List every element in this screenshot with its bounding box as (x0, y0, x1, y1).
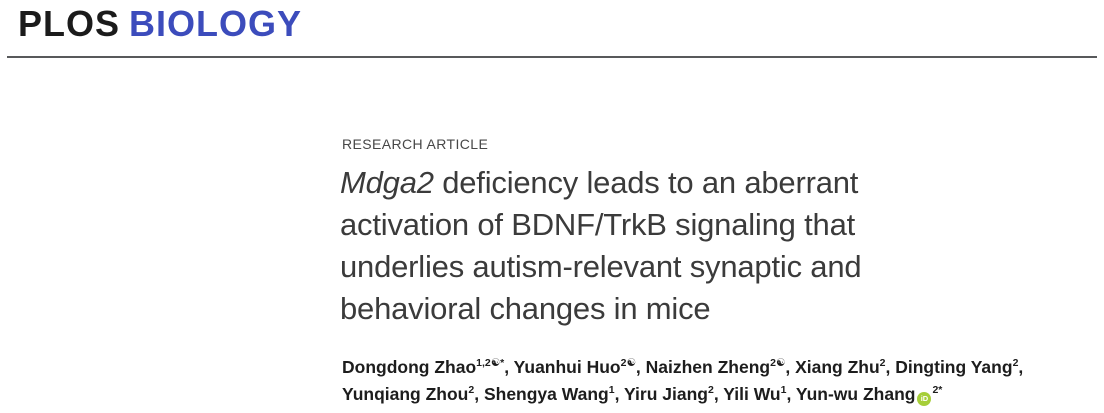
title-gene-name-italic: Mdga2 (340, 165, 434, 200)
author: Dingting Yang2, (895, 357, 1023, 377)
title-line-4: behavioral changes in mice (340, 291, 711, 326)
author-affiliation-superscript: 2☯ (770, 357, 786, 370)
author-list: Dongdong Zhao1,2☯*, Yuanhui Huo2☯, Naizh… (342, 354, 1062, 408)
article-type-label: RESEARCH ARTICLE (342, 136, 489, 152)
author-affiliation-superscript: 2 (1012, 357, 1019, 370)
author-name: Dongdong Zhao (342, 357, 477, 377)
article-title: Mdga2 deficiency leads to an aberrant ac… (340, 162, 1040, 330)
author-name: Naizhen Zheng (645, 357, 771, 377)
author-separator: , (474, 384, 484, 404)
author-line-2: Yunqiang Zhou2, Shengya Wang1, Yiru Jian… (342, 381, 1062, 408)
author-name: Yuanhui Huo (513, 357, 621, 377)
author-separator: , (504, 357, 514, 377)
author-affiliation-superscript: 1 (608, 384, 615, 397)
header-rule (7, 56, 1097, 58)
author-name: Yili Wu (723, 384, 781, 404)
author-separator: , (1018, 357, 1024, 377)
author: Dongdong Zhao1,2☯*, (342, 357, 514, 377)
journal-logo: PLOS BIOLOGY (18, 3, 302, 45)
author-name: Yun-wu Zhang (795, 384, 916, 404)
author-line-1: Dongdong Zhao1,2☯*, Yuanhui Huo2☯, Naizh… (342, 354, 1062, 381)
author-affiliation-superscript: 2* (932, 384, 943, 397)
journal-logo-plos: PLOS (18, 3, 121, 44)
author-name: Yiru Jiang (624, 384, 708, 404)
author-separator: , (785, 357, 796, 377)
author-affiliation-superscript: 2☯ (620, 357, 636, 370)
author-affiliation-superscript: 2 (707, 384, 714, 397)
author: Naizhen Zheng2☯, (646, 357, 795, 377)
author-name: Shengya Wang (483, 384, 609, 404)
author: Yili Wu1, (723, 384, 796, 404)
author-separator: , (786, 384, 796, 404)
author: Yun-wu Zhang iD2* (795, 384, 943, 406)
author-affiliation-superscript: 1,2☯* (476, 357, 505, 370)
author-name: Yunqiang Zhou (342, 384, 469, 404)
author: Xiang Zhu2, (795, 357, 895, 377)
author: Shengya Wang1, (484, 384, 624, 404)
author: Yunqiang Zhou2, (342, 384, 484, 404)
author-separator: , (614, 384, 625, 404)
author-name: Xiang Zhu (795, 357, 880, 377)
title-line-1: Mdga2 deficiency leads to an aberrant (340, 162, 1040, 204)
author-separator: , (635, 357, 646, 377)
title-line-2: activation of BDNF/TrkB signaling that (340, 207, 856, 242)
author-separator: , (713, 384, 724, 404)
author-affiliation-superscript: 2 (468, 384, 475, 397)
author-affiliation-superscript: 2 (879, 357, 886, 370)
author-name: Dingting Yang (895, 357, 1013, 377)
author-separator: , (885, 357, 896, 377)
author: Yiru Jiang2, (624, 384, 723, 404)
journal-logo-accent: BIOLOGY (129, 3, 303, 44)
title-line-1-rest: deficiency leads to an aberrant (433, 165, 859, 200)
author: Yuanhui Huo2☯, (514, 357, 646, 377)
title-line-3: underlies autism-relevant synaptic and (340, 249, 862, 284)
orcid-icon[interactable]: iD (917, 392, 932, 406)
author-affiliation-superscript: 1 (780, 384, 787, 397)
